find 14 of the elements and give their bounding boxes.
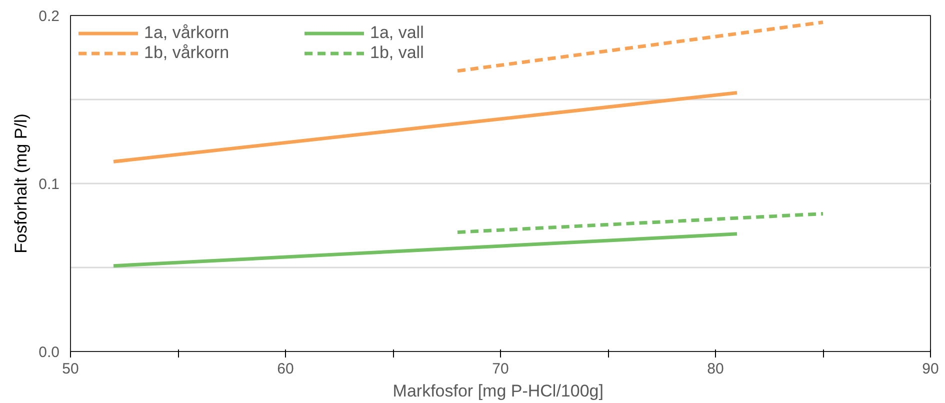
x-tick-label: 90 — [922, 360, 939, 378]
legend-label: 1b, vårkorn — [144, 43, 230, 63]
x-tick-label: 50 — [62, 360, 79, 378]
y-axis-title: Fosforhalt (mg P/l) — [12, 114, 31, 254]
y-tick-label: 0.1 — [38, 176, 60, 193]
legend-label: 1b, vall — [370, 43, 425, 63]
x-tick-label: 70 — [492, 360, 509, 378]
x-tick-label: 80 — [707, 360, 724, 378]
y-tick-label: 0.2 — [38, 8, 60, 25]
text: 0.0 — [38, 344, 60, 361]
legend-label: 1a, vårkorn — [144, 23, 230, 43]
x-axis-title: Markfosfor [mg P-HCl/100g] — [392, 382, 604, 400]
legend-label: 1a, vall — [370, 23, 425, 43]
x-tick-label: 60 — [277, 360, 294, 378]
